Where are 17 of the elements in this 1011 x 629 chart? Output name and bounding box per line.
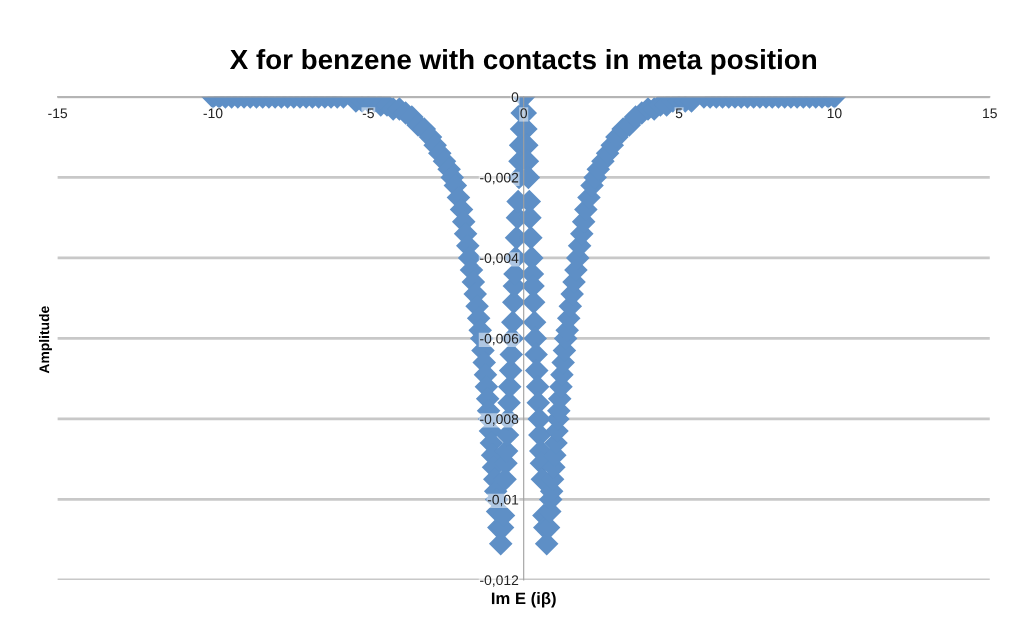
y-tick-label: -0,006 [480,333,519,346]
y-tick-label: -0,008 [480,414,519,426]
x-tick-label: 0 [520,108,528,119]
x-tick-label: 15 [983,108,997,119]
x-tick-label: -10 [203,108,223,119]
y-tick-label: -0,01 [487,494,519,507]
y-axis-title: Amplitude [39,306,52,374]
x-axis-title: Im E (iβ) [491,592,556,608]
y-tick-label: -0,002 [480,172,519,185]
x-tick-label: 5 [675,108,683,119]
chart-title: X for benzene with contacts in meta position [229,48,817,75]
y-tick-label: -0,012 [480,575,519,587]
x-tick-label: -15 [48,108,68,119]
x-tick-label: -5 [362,108,374,119]
y-tick-label: 0 [511,92,519,103]
x-tick-label: 10 [827,108,842,119]
y-tick-label: -0,004 [480,253,519,265]
